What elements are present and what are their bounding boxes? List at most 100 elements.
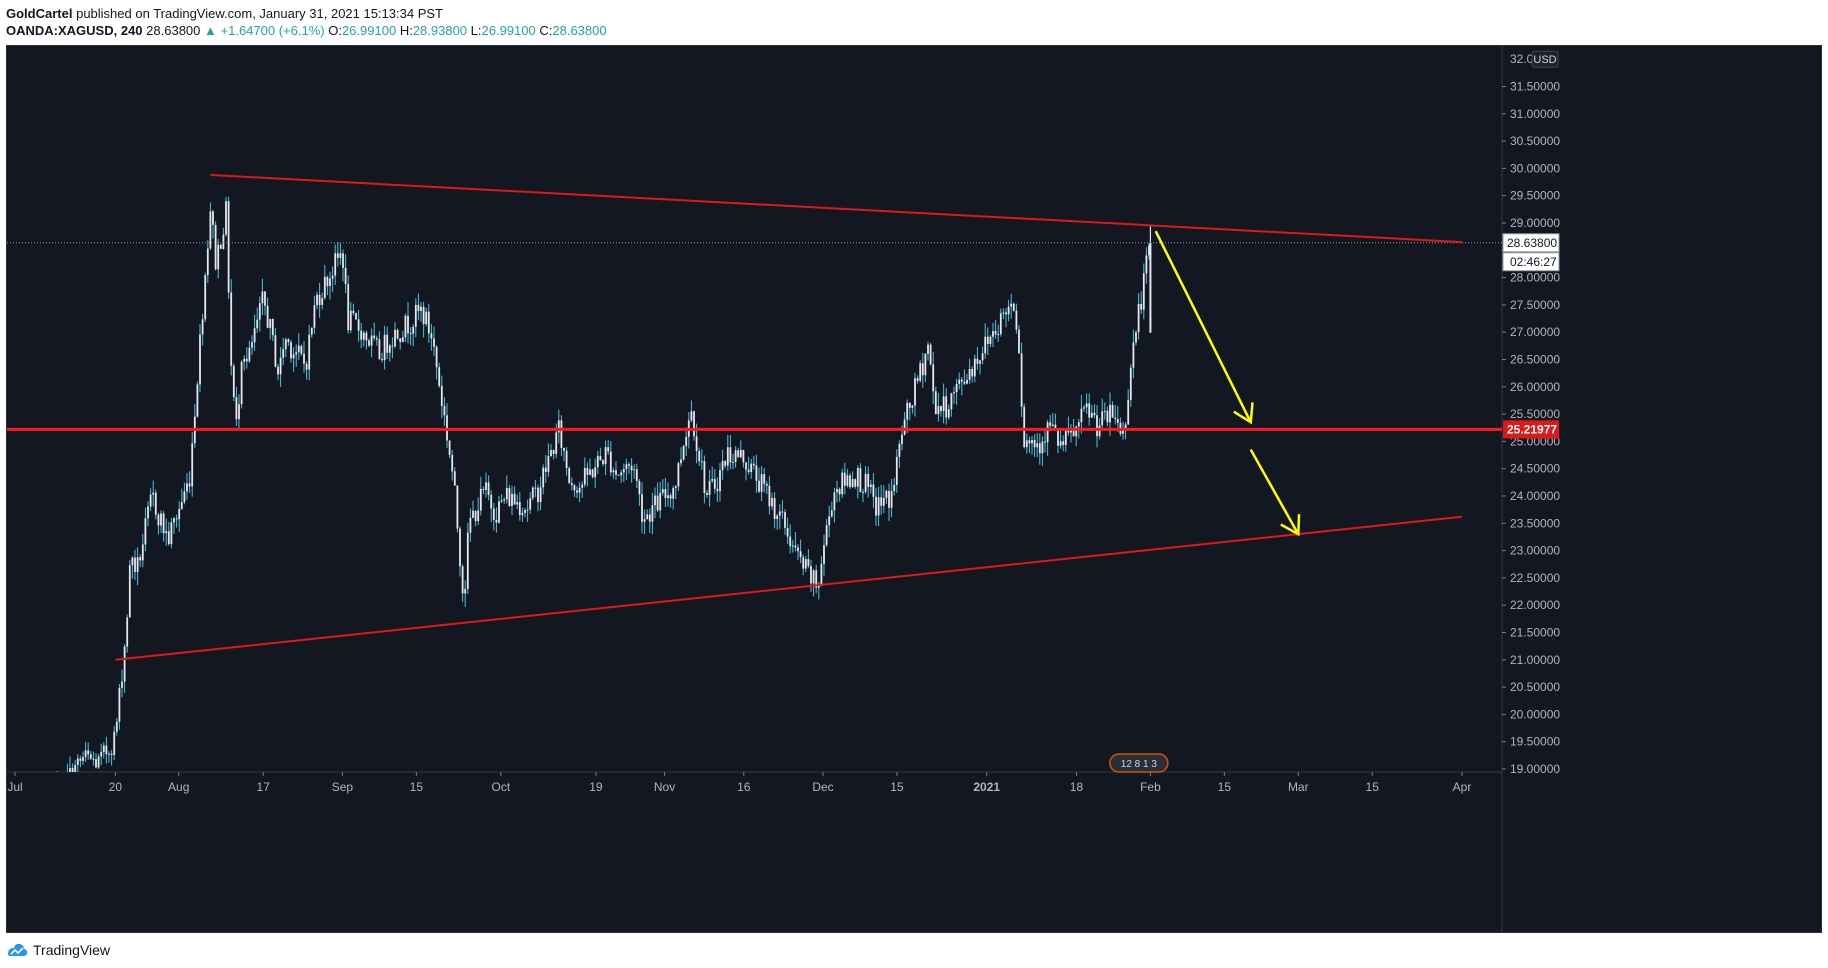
candle-body [1054, 424, 1057, 429]
last-price-tag: 28.63800 02:46:27 [1502, 233, 1560, 272]
price-chart[interactable]: 19.00000 19.50000 20.00000 20.50000 21.00000… [7, 46, 1821, 932]
candle-body [308, 334, 311, 370]
candle [963, 369, 966, 386]
candle-body [713, 478, 716, 489]
candle [526, 499, 529, 523]
candle [929, 342, 932, 366]
candle [1020, 342, 1023, 417]
candle [560, 415, 563, 457]
candle-body [1038, 443, 1041, 454]
candle [625, 458, 628, 481]
candle [934, 386, 937, 415]
candle [537, 484, 539, 512]
candle [578, 482, 581, 503]
candle [451, 449, 454, 481]
candle [997, 324, 1000, 343]
candle-body [290, 342, 292, 359]
candle-body [477, 510, 480, 522]
candle [165, 518, 168, 546]
time-tick-label: 15 [1366, 780, 1380, 794]
candle [360, 322, 363, 348]
candle [651, 492, 654, 535]
candle-body [487, 482, 490, 495]
tradingview-logo-icon[interactable] [6, 942, 28, 958]
candle-body [1007, 306, 1010, 315]
candle-body [399, 338, 402, 342]
candle [178, 501, 181, 532]
candle-body [1020, 353, 1023, 407]
candle-body [711, 478, 714, 481]
candle-body [414, 304, 417, 327]
candle-body [984, 336, 987, 354]
candle [986, 327, 989, 356]
chart-pane[interactable]: 19.00000 19.50000 20.00000 20.50000 21.00000… [6, 45, 1822, 933]
candle-body [404, 315, 407, 338]
candle-body [284, 339, 287, 350]
time-tick-label: 17 [257, 780, 271, 794]
candle-body [1142, 273, 1145, 310]
candle-body [82, 757, 84, 761]
candle [404, 313, 407, 342]
author-name[interactable]: GoldCartel [6, 6, 73, 21]
candle-body [1137, 304, 1140, 333]
candle [674, 484, 677, 500]
candle-body [693, 411, 695, 437]
candle [258, 296, 261, 332]
currency-badge[interactable]: USD [1531, 50, 1559, 68]
candle-body [368, 340, 370, 346]
candle-body [885, 490, 888, 499]
candle [1093, 404, 1096, 419]
candle [295, 344, 298, 367]
candle [1116, 405, 1119, 432]
candle [435, 345, 438, 380]
candle-body [682, 446, 685, 460]
candle-body [1046, 422, 1049, 443]
economic-events-marker[interactable]: 12 8 1 3 [1109, 753, 1169, 773]
candle [100, 743, 103, 765]
candle [596, 450, 599, 475]
candle-body [994, 331, 997, 335]
candle-body [752, 463, 755, 466]
candle [391, 337, 394, 359]
tradingview-brand[interactable]: TradingView [33, 942, 111, 958]
candle [869, 479, 872, 494]
candle-body [131, 557, 134, 566]
candle [472, 500, 474, 519]
candle-body [901, 434, 903, 444]
candle-body [810, 566, 812, 584]
candle [1031, 436, 1033, 455]
candle [656, 482, 659, 513]
price-tick-label: 21.00000 [1510, 653, 1560, 667]
price-tick-label: 31.00000 [1510, 107, 1560, 121]
candle-body [737, 450, 740, 458]
candle [1129, 363, 1132, 407]
candle [409, 327, 412, 346]
candle-body [745, 462, 747, 470]
candle-body [388, 345, 391, 353]
candle-body [394, 329, 396, 347]
candle-body [755, 465, 758, 481]
candle [490, 490, 493, 523]
candle-body [747, 469, 750, 473]
candle [474, 510, 477, 527]
candle [778, 504, 781, 530]
candle [66, 763, 68, 772]
candle-body [238, 404, 240, 420]
candle-body [729, 447, 732, 463]
candle-body [121, 681, 123, 688]
candle-body [453, 471, 456, 486]
candle-body [797, 547, 799, 552]
candle [147, 501, 149, 527]
candle [381, 352, 383, 363]
candle [823, 534, 825, 577]
candle-body [1101, 411, 1104, 426]
candle [326, 275, 329, 296]
candle [557, 409, 560, 444]
candle-body [586, 467, 589, 475]
candle [797, 544, 799, 561]
candle [438, 362, 441, 388]
candle [565, 447, 568, 476]
candle-body [1111, 404, 1114, 418]
candle-body [326, 276, 329, 287]
time-tick-label: Feb [1140, 780, 1161, 794]
